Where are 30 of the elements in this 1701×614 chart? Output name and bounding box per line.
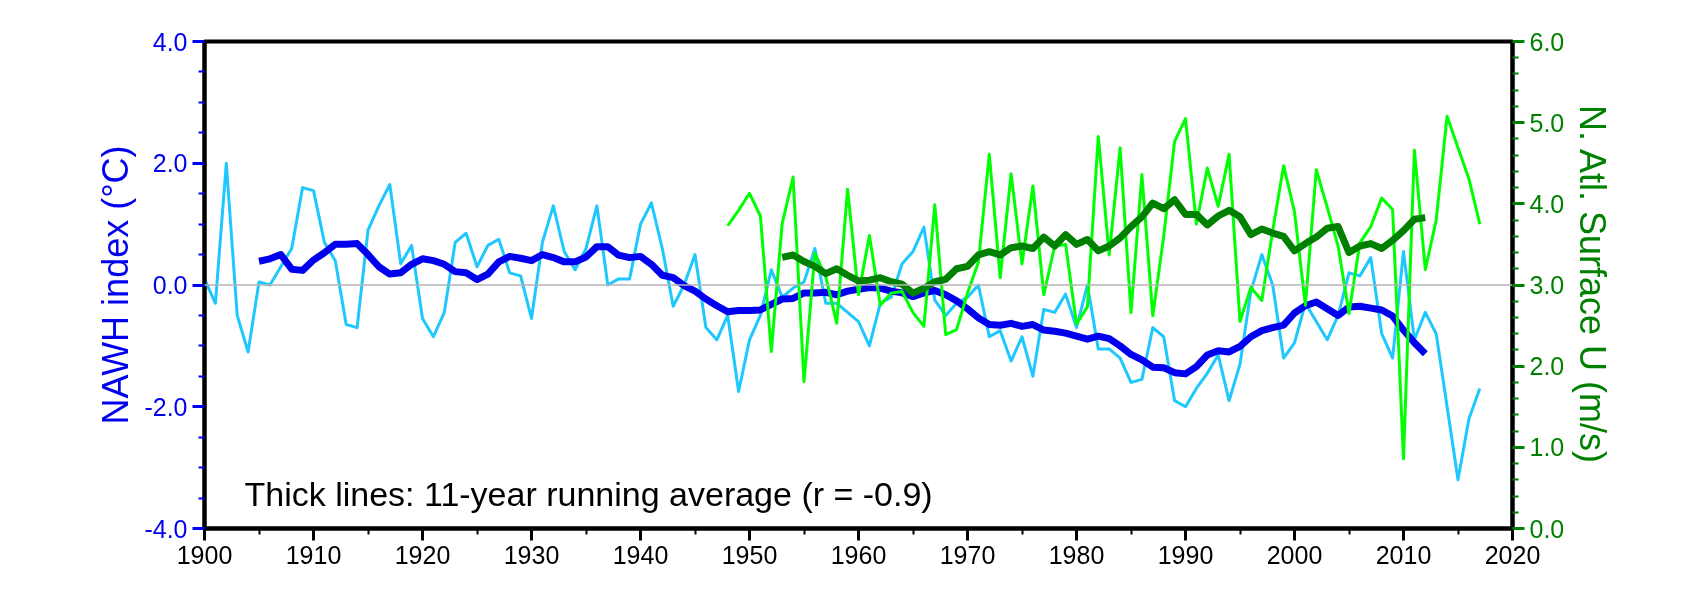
x-tick-label: 1940 <box>612 540 669 569</box>
y2-tick-label: 5.0 <box>1529 108 1565 137</box>
x-tick-label: 2020 <box>1484 540 1541 569</box>
y-tick-label: 4.0 <box>152 27 188 56</box>
y2-tick-label: 0.0 <box>1529 514 1565 543</box>
y2-axis-title: N. Atl. Surface U (m/s) <box>1572 104 1614 464</box>
x-tick-label: 1960 <box>830 540 887 569</box>
y-tick-label: -4.0 <box>144 514 188 543</box>
x-tick-label: 1910 <box>285 540 342 569</box>
y-tick-label: 0.0 <box>152 271 188 299</box>
x-tick-label: 1900 <box>176 540 233 569</box>
x-tick-label: 1950 <box>721 540 778 569</box>
y2-tick-label: 2.0 <box>1529 352 1565 381</box>
y2-tick-label: 4.0 <box>1529 189 1565 218</box>
y2-tick-label: 6.0 <box>1529 27 1565 56</box>
annotation: Thick lines: 11-year running average (r = -0.9) <box>244 474 933 513</box>
y2-tick-label: 3.0 <box>1529 271 1565 299</box>
line-series <box>204 161 1482 482</box>
x-tick-label: 1980 <box>1048 540 1105 569</box>
x-tick-label: 1990 <box>1157 540 1214 569</box>
y-tick-label: -2.0 <box>144 392 188 421</box>
x-tick-label: 1970 <box>939 540 996 569</box>
y2-tick-label: 1.0 <box>1529 433 1565 462</box>
x-tick-label: 2010 <box>1375 540 1432 569</box>
x-tick-label: 2000 <box>1266 540 1323 569</box>
y-axis-title: NAWH index (°C) <box>95 145 137 425</box>
x-tick-label: 1930 <box>503 540 560 569</box>
x-tick-label: 1920 <box>394 540 451 569</box>
line-series <box>726 114 1482 461</box>
y-tick-label: 2.0 <box>152 149 188 178</box>
